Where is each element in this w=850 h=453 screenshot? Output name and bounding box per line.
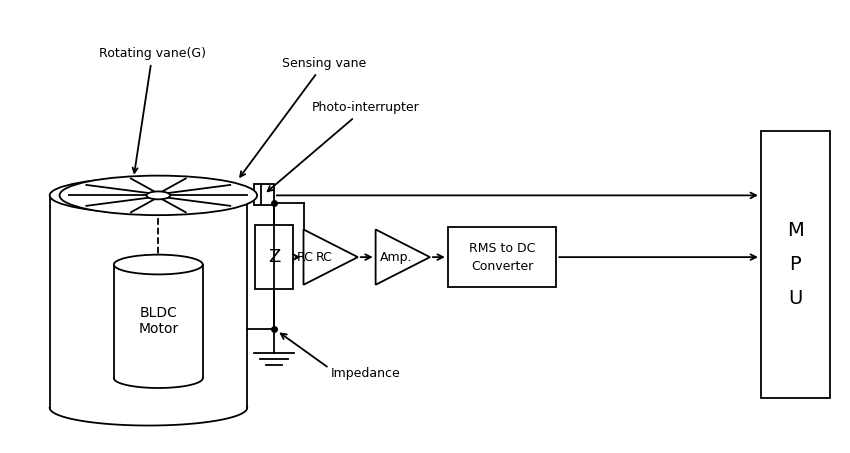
- Text: Sensing vane: Sensing vane: [241, 57, 366, 177]
- Bar: [255, 225, 292, 289]
- Ellipse shape: [114, 255, 203, 275]
- Text: RC: RC: [315, 251, 332, 264]
- Text: Z: Z: [268, 248, 280, 266]
- Polygon shape: [303, 230, 358, 285]
- Bar: [254, 183, 274, 205]
- Ellipse shape: [60, 176, 257, 215]
- Text: BLDC
Motor: BLDC Motor: [139, 306, 178, 337]
- Text: Rotating vane(G): Rotating vane(G): [99, 47, 206, 173]
- Ellipse shape: [146, 192, 170, 199]
- Polygon shape: [376, 230, 430, 285]
- Text: RMS to DC
Converter: RMS to DC Converter: [469, 241, 536, 273]
- Text: RC: RC: [297, 251, 314, 264]
- Bar: [761, 131, 830, 398]
- Text: Photo-interrupter: Photo-interrupter: [268, 101, 419, 191]
- Ellipse shape: [49, 178, 247, 213]
- Bar: [448, 227, 557, 287]
- Text: Impedance: Impedance: [332, 366, 401, 380]
- Text: Amp.: Amp.: [380, 251, 412, 264]
- Text: M
P
U: M P U: [787, 221, 804, 308]
